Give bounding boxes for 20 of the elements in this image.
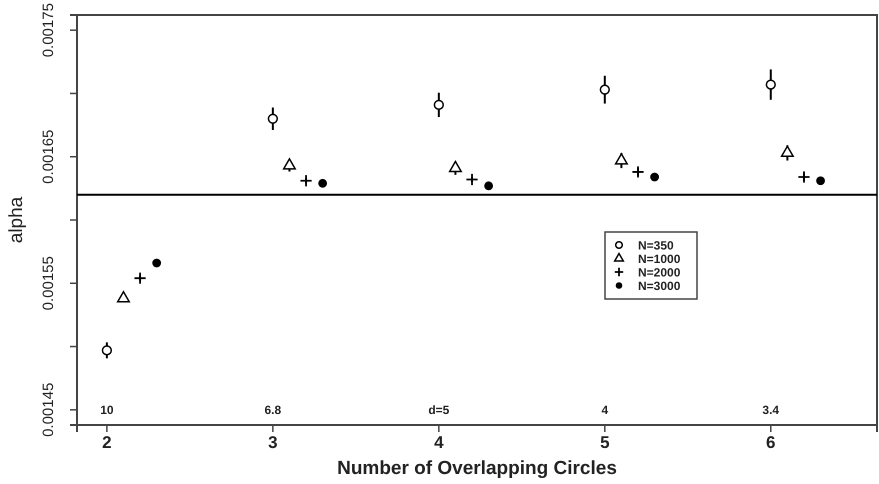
y-tick-label: 0.00175 <box>40 3 57 58</box>
annotation: 4 <box>601 403 608 417</box>
x-tick-label: 2 <box>102 433 112 452</box>
legend-label: N=3000 <box>638 279 681 293</box>
y-tick-label: 0.00145 <box>40 382 57 437</box>
legend-label: N=350 <box>638 238 674 252</box>
x-tick-label: 3 <box>268 433 278 452</box>
y-tick-label: 0.00155 <box>40 256 57 310</box>
x-tick-label: 5 <box>600 433 610 452</box>
legend-label: N=2000 <box>638 266 681 280</box>
x-axis-title: Number of Overlapping Circles <box>337 458 617 479</box>
x-tick-label: 4 <box>434 433 444 452</box>
annotation: d=5 <box>428 403 450 417</box>
annotation: 3.4 <box>762 403 780 417</box>
y-axis-title: alpha <box>6 196 27 244</box>
x-tick-label: 6 <box>766 433 776 452</box>
y-tick-label: 0.00165 <box>40 130 57 184</box>
legend-label: N=1000 <box>638 252 681 266</box>
annotation: 10 <box>100 403 114 417</box>
annotation: 6.8 <box>264 403 282 417</box>
